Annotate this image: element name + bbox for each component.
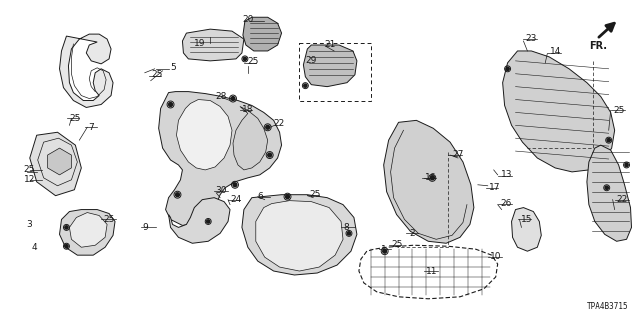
Text: 10: 10 [490, 252, 501, 261]
Circle shape [268, 153, 271, 157]
Polygon shape [587, 145, 632, 241]
Text: 25: 25 [103, 215, 115, 224]
Text: TPA4B3715: TPA4B3715 [587, 302, 628, 311]
Polygon shape [502, 51, 614, 172]
Text: 25: 25 [247, 57, 259, 66]
Text: 4: 4 [32, 243, 37, 252]
Text: 14: 14 [550, 47, 561, 56]
Text: 25: 25 [309, 190, 321, 199]
Circle shape [383, 249, 387, 253]
Text: 5: 5 [170, 63, 176, 72]
Text: 18: 18 [242, 105, 253, 114]
Polygon shape [511, 208, 541, 251]
Polygon shape [60, 210, 115, 255]
Circle shape [605, 186, 609, 189]
Circle shape [285, 195, 289, 199]
Text: FR.: FR. [589, 41, 607, 51]
Circle shape [231, 97, 235, 100]
Polygon shape [168, 198, 230, 243]
Circle shape [304, 84, 307, 87]
Text: 28: 28 [215, 92, 227, 101]
Text: 9: 9 [143, 223, 148, 232]
Text: 13: 13 [500, 170, 512, 180]
Circle shape [207, 220, 210, 223]
Circle shape [175, 193, 179, 196]
Polygon shape [243, 17, 282, 51]
Text: 25: 25 [392, 240, 403, 249]
Text: 23: 23 [525, 34, 537, 43]
Text: 2: 2 [410, 229, 415, 238]
Text: 25: 25 [69, 114, 81, 123]
Circle shape [607, 139, 611, 142]
Text: 8: 8 [343, 223, 349, 232]
Text: 15: 15 [520, 215, 532, 224]
Circle shape [65, 244, 68, 248]
Circle shape [625, 163, 628, 167]
Text: 25: 25 [152, 70, 163, 79]
Text: 19: 19 [195, 38, 206, 48]
Text: 17: 17 [489, 183, 500, 192]
Polygon shape [256, 201, 343, 271]
Text: 22: 22 [616, 195, 628, 204]
Polygon shape [242, 195, 357, 275]
Circle shape [506, 67, 509, 70]
Polygon shape [159, 92, 282, 225]
Circle shape [266, 125, 269, 129]
Polygon shape [47, 148, 72, 175]
Text: 24: 24 [230, 195, 241, 204]
Circle shape [168, 103, 172, 106]
Circle shape [243, 57, 246, 60]
Text: 21: 21 [324, 39, 335, 49]
Text: 25: 25 [614, 106, 625, 115]
Text: 22: 22 [274, 119, 285, 128]
Text: 6: 6 [258, 192, 264, 201]
Polygon shape [60, 34, 113, 108]
Circle shape [430, 176, 434, 180]
Circle shape [233, 183, 237, 187]
Text: 29: 29 [305, 56, 317, 65]
Bar [300, 43, 371, 100]
Text: 12: 12 [24, 175, 35, 184]
Text: 3: 3 [26, 220, 31, 229]
Text: 30: 30 [215, 186, 227, 195]
Polygon shape [303, 45, 357, 87]
Polygon shape [69, 212, 107, 247]
Polygon shape [233, 107, 268, 170]
Polygon shape [383, 120, 474, 243]
Text: 7: 7 [88, 123, 94, 132]
Polygon shape [30, 132, 81, 196]
Text: 25: 25 [24, 165, 35, 174]
Text: 26: 26 [500, 199, 512, 208]
Polygon shape [177, 100, 232, 170]
Polygon shape [182, 29, 244, 61]
Text: 20: 20 [242, 15, 253, 24]
Text: 16: 16 [426, 173, 437, 182]
Circle shape [65, 226, 68, 229]
Text: 1: 1 [381, 245, 387, 254]
Text: 27: 27 [452, 149, 463, 158]
Text: 11: 11 [426, 267, 438, 276]
Circle shape [348, 232, 351, 235]
